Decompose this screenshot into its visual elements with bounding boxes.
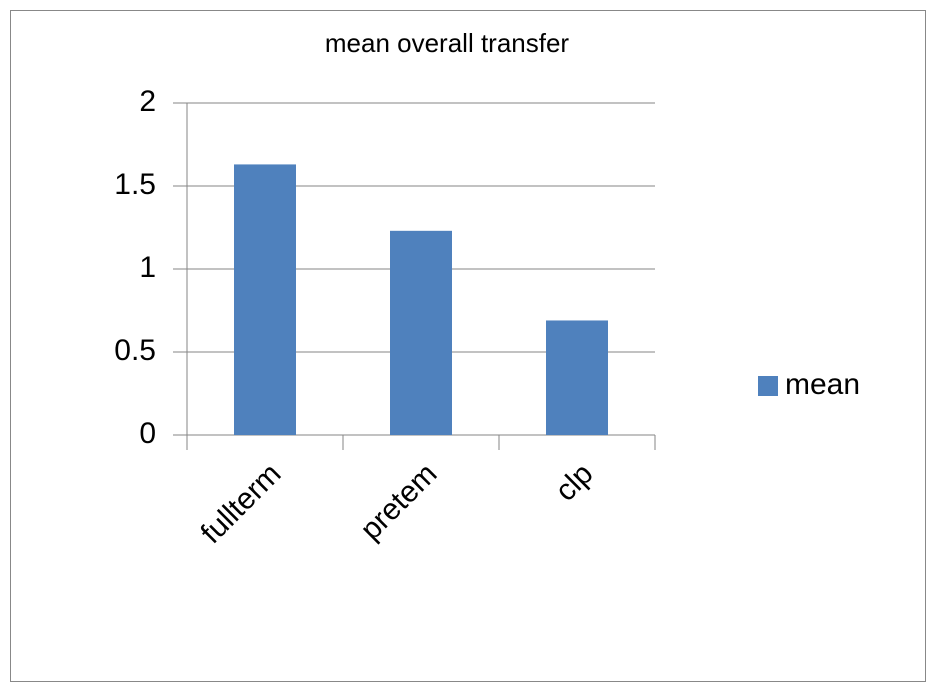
- y-tick-label: 0: [139, 417, 156, 450]
- chart-title: mean overall transfer: [325, 28, 570, 58]
- chart-border: [10, 10, 926, 682]
- bar: [546, 320, 608, 435]
- legend-label: mean: [785, 368, 860, 401]
- y-tick-label: 1.5: [114, 168, 156, 201]
- y-tick-label: 0.5: [114, 334, 156, 367]
- y-tick-label: 2: [139, 85, 156, 118]
- bar: [234, 164, 296, 436]
- legend-swatch: [758, 376, 778, 396]
- y-tick-label: 1: [139, 251, 156, 284]
- bar: [390, 230, 452, 435]
